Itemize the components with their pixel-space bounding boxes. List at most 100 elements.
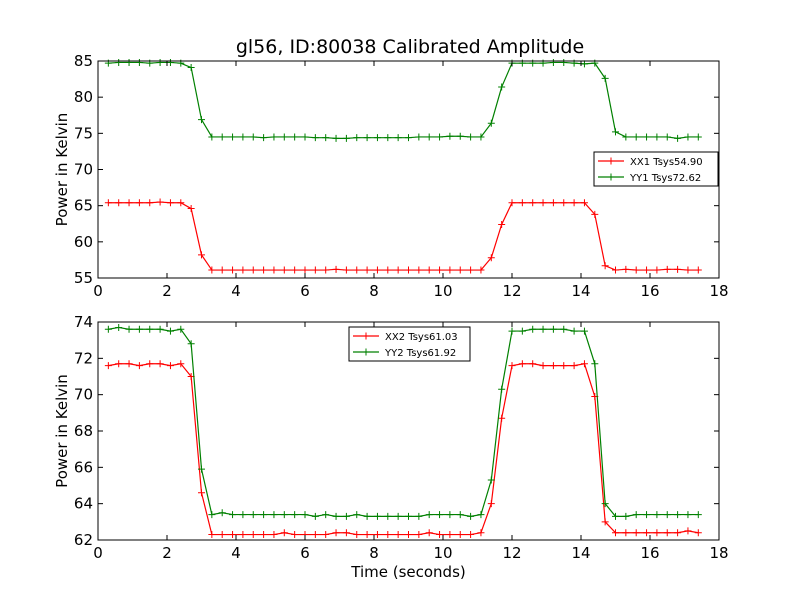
data-point	[177, 360, 185, 368]
y-tick-label: 65	[74, 197, 93, 215]
data-point	[415, 512, 423, 520]
data-point	[239, 133, 247, 141]
data-point	[146, 360, 154, 368]
x-tick-label: 18	[709, 282, 728, 300]
data-point	[104, 325, 112, 333]
y-tick-label: 75	[74, 124, 93, 142]
data-point	[539, 199, 547, 207]
data-point	[125, 199, 133, 207]
y-tick-label: 74	[74, 313, 93, 331]
data-point	[239, 266, 247, 274]
data-point	[166, 199, 174, 207]
x-tick-label: 0	[93, 544, 103, 562]
data-point	[218, 509, 226, 517]
data-point	[477, 529, 485, 537]
y-axis-label: Power in Kelvin	[53, 374, 71, 488]
data-point	[187, 205, 195, 213]
legend-label: YY2 Tsys61.92	[384, 348, 456, 359]
data-point	[529, 325, 537, 333]
data-point	[580, 60, 588, 68]
data-point	[498, 385, 506, 393]
data-point	[156, 198, 164, 206]
data-point	[291, 266, 299, 274]
data-point	[384, 531, 392, 539]
x-axis-label: Time (seconds)	[350, 563, 466, 581]
y-axis-label: Power in Kelvin	[53, 113, 71, 227]
data-point	[612, 266, 619, 274]
data-point	[622, 133, 630, 141]
data-point	[508, 199, 516, 207]
data-point	[311, 531, 319, 539]
data-point	[322, 134, 330, 142]
series-line-1	[108, 363, 699, 536]
data-point	[260, 266, 268, 274]
y-tick-label: 70	[74, 161, 93, 179]
x-tick-label: 0	[93, 282, 103, 300]
legend: XX1 Tsys54.90 YY1 Tsys72.62	[593, 151, 719, 187]
data-point	[591, 360, 599, 368]
data-point	[270, 531, 278, 539]
data-point	[663, 133, 671, 141]
data-point	[612, 529, 619, 537]
legend-box	[593, 151, 719, 187]
data-point	[280, 529, 288, 537]
data-point	[394, 266, 402, 274]
data-point	[622, 265, 630, 273]
data-point	[249, 511, 257, 519]
data-point	[612, 512, 619, 520]
data-point	[208, 531, 216, 539]
data-point	[653, 266, 661, 274]
x-tick-label: 6	[300, 282, 310, 300]
data-point	[394, 512, 402, 520]
data-point	[115, 323, 123, 331]
data-point	[229, 266, 237, 274]
data-point	[291, 511, 299, 519]
data-point	[632, 529, 640, 537]
data-point	[125, 58, 133, 66]
x-tick-label: 16	[640, 282, 659, 300]
data-point	[694, 529, 702, 537]
data-point	[663, 529, 671, 537]
data-point	[353, 511, 361, 519]
data-point	[166, 327, 174, 335]
x-tick-label: 16	[640, 544, 659, 562]
data-point	[311, 266, 319, 274]
x-tick-label: 2	[162, 282, 172, 300]
data-point	[394, 531, 402, 539]
data-point	[332, 529, 340, 537]
legend-label: XX2 Tsys61.03	[385, 332, 458, 343]
data-point	[260, 531, 268, 539]
y-tick-label: 85	[74, 52, 93, 70]
data-point	[518, 360, 526, 368]
data-point	[280, 511, 288, 519]
x-tick-label: 12	[502, 282, 521, 300]
data-point	[249, 133, 257, 141]
y-tick-label: 64	[74, 495, 93, 513]
legend-box	[348, 326, 471, 362]
series-line-2	[108, 61, 699, 140]
data-point	[394, 134, 402, 142]
data-point	[570, 327, 578, 335]
data-point	[104, 362, 112, 370]
data-point	[208, 511, 216, 519]
y-tick-label: 62	[74, 531, 93, 549]
data-point	[694, 266, 702, 274]
data-point	[260, 511, 268, 519]
data-point	[508, 362, 516, 370]
data-point	[208, 133, 216, 141]
data-point	[539, 325, 547, 333]
data-point	[249, 266, 257, 274]
data-point	[632, 266, 640, 274]
x-tick-label: 4	[231, 282, 241, 300]
data-point	[653, 133, 661, 141]
x-tick-label: 14	[571, 282, 590, 300]
data-point	[332, 512, 340, 520]
data-point	[663, 265, 671, 273]
top-panel: 0 2 4 6 8 10 12 14 16 18 55 60 65 70 75 80 85 Power in Ke…	[53, 52, 729, 300]
data-point	[332, 134, 340, 142]
data-point	[684, 133, 692, 141]
data-point	[353, 266, 361, 274]
data-point	[146, 325, 154, 333]
data-point	[135, 362, 143, 370]
